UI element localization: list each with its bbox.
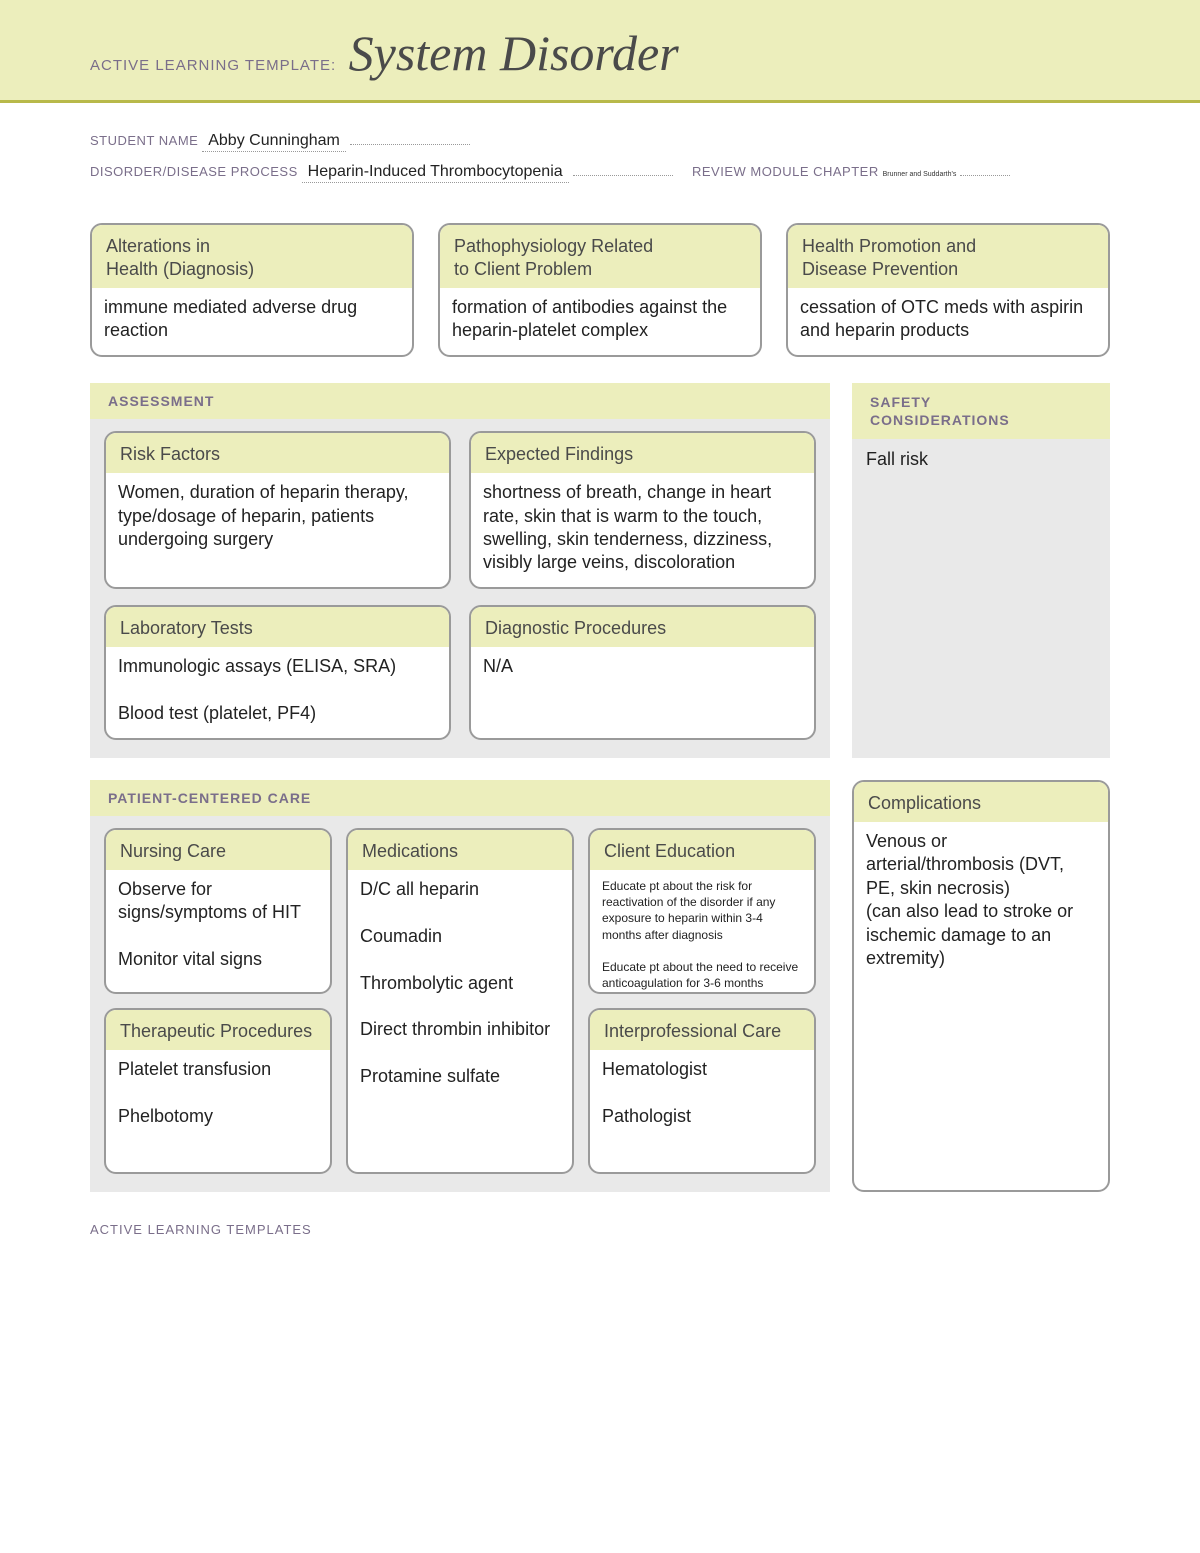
page: ACTIVE LEARNING TEMPLATE: System Disorde…: [0, 0, 1200, 1277]
education-title: Client Education: [590, 830, 814, 871]
therapeutic-card: Therapeutic Procedures Platelet transfus…: [104, 1008, 332, 1174]
diag-title: Diagnostic Procedures: [471, 607, 814, 648]
findings-title: Expected Findings: [471, 433, 814, 474]
pcc-col3: Client Education Educate pt about the ri…: [588, 828, 816, 1174]
education-card: Client Education Educate pt about the ri…: [588, 828, 816, 994]
footer: ACTIVE LEARNING TEMPLATES: [0, 1192, 1200, 1237]
disorder-blank: [573, 162, 673, 176]
meta-row-disorder: DISORDER/DISEASE PROCESS Heparin-Induced…: [90, 162, 1110, 183]
assessment-left: ASSESSMENT Risk Factors Women, duration …: [90, 383, 830, 758]
labs-card: Laboratory Tests Immunologic assays (ELI…: [104, 605, 451, 740]
safety-title: SAFETY CONSIDERATIONS: [852, 383, 1110, 439]
complications-body: Venous or arterial/thrombosis (DVT, PE, …: [854, 822, 1108, 1142]
safety-right: SAFETY CONSIDERATIONS Fall risk: [852, 383, 1110, 758]
pcc-col2: Medications D/C all heparin Coumadin Thr…: [346, 828, 574, 1174]
risk-title: Risk Factors: [106, 433, 449, 474]
pcc-col1: Nursing Care Observe for signs/symptoms …: [104, 828, 332, 1174]
inter-card: Interprofessional Care Hematologist Path…: [588, 1008, 816, 1174]
alterations-title: Alterations in Health (Diagnosis): [92, 225, 412, 288]
alterations-card: Alterations in Health (Diagnosis) immune…: [90, 223, 414, 357]
complications-right: Complications Venous or arterial/thrombo…: [852, 780, 1110, 1192]
pcc-row: PATIENT-CENTERED CARE Nursing Care Obser…: [90, 780, 1110, 1192]
top-row: Alterations in Health (Diagnosis) immune…: [90, 223, 1110, 357]
patho-card: Pathophysiology Related to Client Proble…: [438, 223, 762, 357]
content: Alterations in Health (Diagnosis) immune…: [0, 213, 1200, 1192]
findings-body: shortness of breath, change in heart rat…: [471, 473, 814, 587]
diag-card: Diagnostic Procedures N/A: [469, 605, 816, 740]
nursing-card: Nursing Care Observe for signs/symptoms …: [104, 828, 332, 994]
pcc-section: PATIENT-CENTERED CARE Nursing Care Obser…: [90, 780, 830, 1192]
education-body: Educate pt about the risk for reactivati…: [590, 870, 814, 994]
risk-card: Risk Factors Women, duration of heparin …: [104, 431, 451, 589]
meta-block: STUDENT NAME Abby Cunningham DISORDER/DI…: [0, 103, 1200, 213]
disorder-label: DISORDER/DISEASE PROCESS: [90, 164, 298, 179]
assessment-row: ASSESSMENT Risk Factors Women, duration …: [90, 383, 1110, 758]
header-title: System Disorder: [349, 24, 679, 82]
safety-panel: SAFETY CONSIDERATIONS Fall risk: [852, 383, 1110, 758]
assessment-section-title: ASSESSMENT: [90, 383, 830, 419]
assessment-row2: Laboratory Tests Immunologic assays (ELI…: [104, 605, 816, 740]
complications-card: Complications Venous or arterial/thrombo…: [852, 780, 1110, 1192]
patho-title: Pathophysiology Related to Client Proble…: [440, 225, 760, 288]
nursing-title: Nursing Care: [106, 830, 330, 871]
nursing-body: Observe for signs/symptoms of HIT Monito…: [106, 870, 330, 984]
pcc-section-title: PATIENT-CENTERED CARE: [90, 780, 830, 816]
labs-body: Immunologic assays (ELISA, SRA) Blood te…: [106, 647, 449, 737]
safety-body: Fall risk: [864, 447, 1098, 472]
promo-body: cessation of OTC meds with aspirin and h…: [788, 288, 1108, 355]
assessment-section: ASSESSMENT Risk Factors Women, duration …: [90, 383, 830, 758]
risk-body: Women, duration of heparin therapy, type…: [106, 473, 449, 563]
header-band: ACTIVE LEARNING TEMPLATE: System Disorde…: [0, 0, 1200, 103]
chapter-blank: [960, 162, 1010, 176]
meds-body: D/C all heparin Coumadin Thrombolytic ag…: [348, 870, 572, 1101]
therapeutic-body: Platelet transfusion Phelbotomy: [106, 1050, 330, 1160]
meds-card: Medications D/C all heparin Coumadin Thr…: [346, 828, 574, 1174]
therapeutic-title: Therapeutic Procedures: [106, 1010, 330, 1051]
inter-body: Hematologist Pathologist: [590, 1050, 814, 1160]
promo-title: Health Promotion and Disease Prevention: [788, 225, 1108, 288]
meds-title: Medications: [348, 830, 572, 871]
student-name-label: STUDENT NAME: [90, 133, 198, 148]
chapter-value: Brunner and Suddarth's: [883, 171, 957, 178]
student-name-value: Abby Cunningham: [202, 132, 346, 152]
complications-title: Complications: [854, 782, 1108, 823]
chapter-label: REVIEW MODULE CHAPTER: [692, 164, 879, 179]
pcc-left: PATIENT-CENTERED CARE Nursing Care Obser…: [90, 780, 830, 1192]
diag-body: N/A: [471, 647, 814, 690]
findings-card: Expected Findings shortness of breath, c…: [469, 431, 816, 589]
labs-title: Laboratory Tests: [106, 607, 449, 648]
assessment-row1: Risk Factors Women, duration of heparin …: [104, 431, 816, 589]
pcc-row-inner: Nursing Care Observe for signs/symptoms …: [104, 828, 816, 1174]
meta-row-student: STUDENT NAME Abby Cunningham: [90, 131, 1110, 152]
student-name-blank: [350, 131, 470, 145]
header-label: ACTIVE LEARNING TEMPLATE:: [90, 57, 336, 74]
patho-body: formation of antibodies against the hepa…: [440, 288, 760, 355]
disorder-value: Heparin-Induced Thrombocytopenia: [302, 163, 569, 183]
promo-card: Health Promotion and Disease Prevention …: [786, 223, 1110, 357]
inter-title: Interprofessional Care: [590, 1010, 814, 1051]
alterations-body: immune mediated adverse drug reaction: [92, 288, 412, 355]
